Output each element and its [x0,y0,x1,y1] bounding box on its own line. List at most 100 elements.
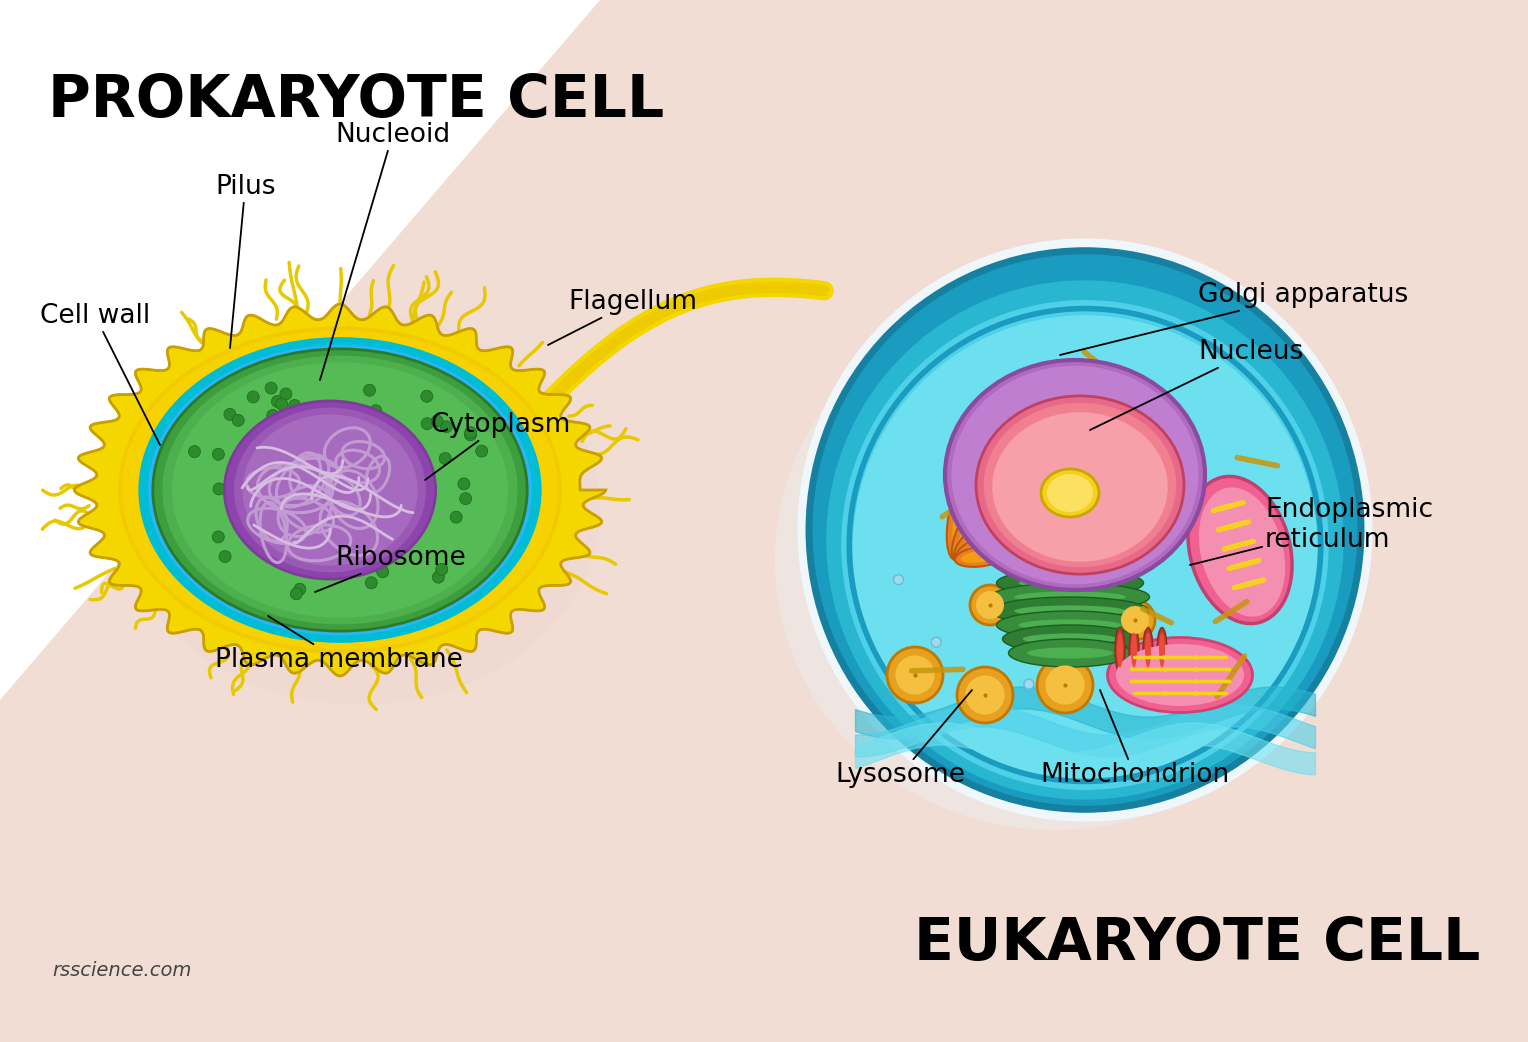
Ellipse shape [1129,627,1138,672]
Ellipse shape [990,584,1149,611]
Ellipse shape [952,366,1198,585]
Circle shape [970,585,1010,625]
Ellipse shape [1160,632,1164,668]
Ellipse shape [1015,605,1126,617]
Text: PROKARYOTE CELL: PROKARYOTE CELL [47,72,665,129]
Ellipse shape [1027,549,1112,561]
Circle shape [894,575,903,585]
Circle shape [212,482,225,495]
Circle shape [440,421,452,432]
Circle shape [248,391,260,403]
Ellipse shape [1199,488,1285,617]
Circle shape [966,675,1004,715]
Ellipse shape [121,315,601,705]
Ellipse shape [952,492,995,561]
Circle shape [289,399,301,412]
Circle shape [451,512,461,523]
Circle shape [465,429,477,441]
Text: Plasma membrane: Plasma membrane [215,616,463,673]
Ellipse shape [1022,634,1117,645]
Ellipse shape [173,363,507,618]
Ellipse shape [1157,627,1167,672]
Circle shape [377,566,388,577]
Circle shape [232,415,244,426]
Circle shape [957,667,1013,723]
Circle shape [212,448,225,461]
Circle shape [420,391,432,402]
Circle shape [365,577,377,589]
Ellipse shape [243,415,417,566]
Circle shape [931,638,941,647]
Circle shape [364,384,376,396]
Circle shape [1122,606,1149,634]
Circle shape [886,647,943,703]
Text: Endoplasmic
reticulum: Endoplasmic reticulum [1190,497,1433,565]
Ellipse shape [234,407,426,572]
Ellipse shape [990,597,1149,625]
Ellipse shape [947,476,978,560]
Text: Nucleoid: Nucleoid [319,122,451,380]
Ellipse shape [1131,632,1137,668]
Circle shape [976,591,1004,619]
Ellipse shape [1008,541,1132,569]
Circle shape [431,415,443,427]
Text: Flagellum: Flagellum [549,289,697,345]
Ellipse shape [122,330,558,649]
Ellipse shape [1143,627,1154,672]
Circle shape [266,382,277,394]
Circle shape [432,571,445,584]
Circle shape [272,396,284,407]
Circle shape [275,398,287,411]
Ellipse shape [944,359,1206,590]
Circle shape [422,418,432,429]
Text: rsscience.com: rsscience.com [52,961,191,979]
Text: Mitochondrion: Mitochondrion [1041,690,1229,788]
Ellipse shape [961,550,1002,563]
Ellipse shape [958,499,989,552]
Ellipse shape [808,251,1361,810]
Ellipse shape [953,511,1005,562]
Text: Nucleus: Nucleus [1089,339,1303,430]
Ellipse shape [1117,632,1123,668]
Circle shape [1045,666,1085,704]
Ellipse shape [153,349,527,631]
Ellipse shape [955,530,1010,564]
Ellipse shape [1047,474,1093,512]
Text: Cell wall: Cell wall [40,303,160,445]
Ellipse shape [955,546,1007,567]
Ellipse shape [139,338,541,643]
Ellipse shape [1027,647,1112,659]
Circle shape [225,408,235,420]
Ellipse shape [798,239,1372,821]
Circle shape [1265,524,1274,534]
Circle shape [400,535,413,546]
Circle shape [439,452,451,465]
Ellipse shape [1022,564,1117,574]
Ellipse shape [148,345,532,636]
Text: Ribosome: Ribosome [315,545,466,592]
Circle shape [212,531,225,543]
Ellipse shape [1108,638,1253,713]
Circle shape [293,584,306,595]
Circle shape [280,388,292,400]
Ellipse shape [961,535,1004,559]
Ellipse shape [1019,619,1122,630]
Ellipse shape [960,517,999,555]
Text: Golgi apparatus: Golgi apparatus [1060,282,1409,355]
Ellipse shape [1115,627,1125,672]
Circle shape [435,564,448,575]
Ellipse shape [1002,555,1137,584]
Ellipse shape [1019,577,1122,589]
Text: Lysosome: Lysosome [834,690,972,788]
Ellipse shape [1115,644,1244,706]
Circle shape [460,493,472,504]
Ellipse shape [992,413,1167,562]
Circle shape [267,410,278,421]
Ellipse shape [118,326,562,653]
Polygon shape [75,304,605,676]
Circle shape [420,482,432,495]
Ellipse shape [1002,625,1137,653]
Ellipse shape [1144,632,1151,668]
Ellipse shape [827,280,1343,799]
Ellipse shape [853,316,1317,780]
